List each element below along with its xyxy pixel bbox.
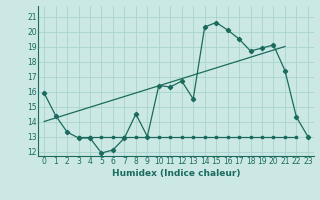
X-axis label: Humidex (Indice chaleur): Humidex (Indice chaleur)	[112, 169, 240, 178]
